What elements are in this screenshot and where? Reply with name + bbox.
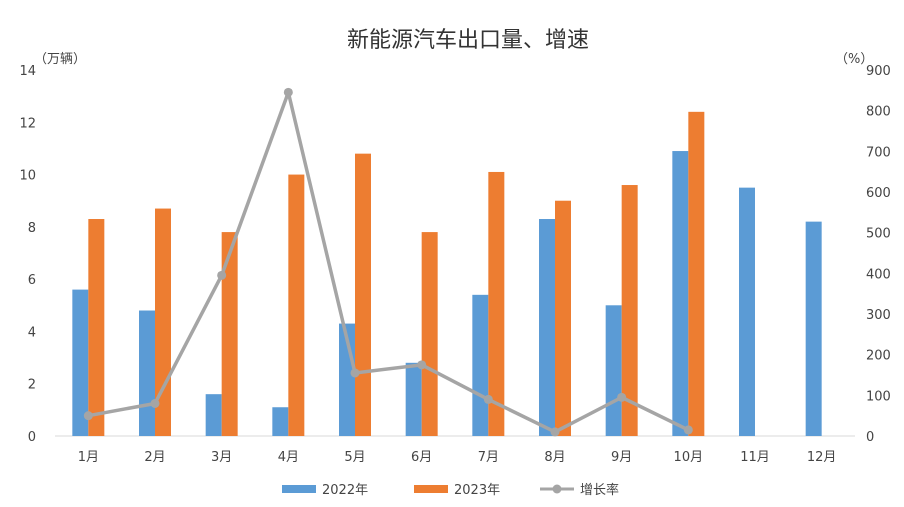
- right-y-tick-label: 500: [866, 227, 891, 242]
- growth-rate-point: [150, 398, 160, 408]
- right-y-tick-label: 300: [866, 308, 891, 323]
- left-y-tick-label: 8: [28, 221, 36, 236]
- bar-2022年: [472, 294, 489, 436]
- bar-2023年: [555, 200, 571, 436]
- bar-2023年: [288, 174, 305, 437]
- axes-group: 0 2 4 6 8 10 12 14 0 100 200 300 400 500 600 700 800 900 1…: [19, 64, 890, 465]
- x-tick-label: 4月: [278, 450, 299, 465]
- bar-2023年: [421, 232, 438, 436]
- bar-2023年: [221, 232, 238, 436]
- growth-rate-line: [88, 90, 690, 434]
- bar-2023年: [488, 171, 505, 436]
- left-y-tick-label: 0: [28, 430, 36, 445]
- legend-swatch-2023年: [414, 485, 448, 493]
- x-tick-label: 1月: [78, 450, 99, 465]
- x-tick-label: 3月: [211, 450, 232, 465]
- line-group: [83, 87, 693, 437]
- left-y-tick-label: 2: [28, 378, 36, 393]
- growth-rate-point: [83, 411, 93, 421]
- legend-swatch-marker: [552, 484, 562, 494]
- bar-2022年: [405, 362, 422, 436]
- left-y-tick-label: 6: [28, 273, 36, 288]
- x-tick-label: 5月: [344, 450, 365, 465]
- x-tick-label: 12月: [807, 450, 837, 465]
- x-tick-label: 10月: [674, 450, 704, 465]
- legend-label: 2023年: [454, 483, 500, 498]
- bars-group: [72, 111, 822, 437]
- bar-2023年: [355, 153, 371, 436]
- right-y-tick-label: 800: [866, 105, 891, 120]
- bar-2022年: [139, 310, 155, 436]
- growth-rate-point: [350, 368, 360, 378]
- legend: 2022年 2023年 增长率: [282, 482, 619, 498]
- x-tick-label: 7月: [478, 450, 499, 465]
- bar-2022年: [72, 289, 89, 436]
- bar-2022年: [272, 407, 289, 436]
- bar-2022年: [805, 221, 822, 436]
- growth-rate-point: [683, 425, 693, 435]
- bar-2022年: [605, 305, 622, 436]
- bar-2022年: [672, 151, 689, 437]
- growth-rate-point: [550, 427, 560, 437]
- x-tick-label: 11月: [740, 450, 770, 465]
- bar-2023年: [688, 111, 705, 436]
- right-y-tick-label: 200: [866, 349, 891, 364]
- right-y-tick-label: 400: [866, 267, 891, 282]
- growth-rate-point: [617, 392, 627, 402]
- growth-rate-point: [483, 394, 493, 404]
- bar-2023年: [88, 219, 105, 436]
- left-y-tick-label: 14: [19, 64, 36, 79]
- left-axis-unit: （万辆）: [34, 52, 86, 67]
- growth-rate-point: [417, 360, 427, 370]
- right-y-tick-label: 600: [866, 186, 891, 201]
- bar-2023年: [621, 185, 638, 436]
- legend-label: 2022年: [322, 483, 368, 498]
- legend-label: 增长率: [580, 482, 619, 498]
- right-y-tick-label: 700: [866, 145, 891, 160]
- legend-swatch-2022年: [282, 485, 316, 493]
- x-tick-label: 2月: [144, 450, 165, 465]
- right-y-tick-label: 100: [866, 389, 891, 404]
- bar-2022年: [205, 394, 222, 436]
- growth-rate-point: [283, 87, 293, 97]
- right-axis-unit: （%）: [835, 52, 873, 67]
- x-tick-label: 9月: [611, 450, 632, 465]
- chart-title: 新能源汽车出口量、增速: [347, 28, 589, 53]
- bar-2022年: [539, 219, 555, 436]
- growth-rate-point: [217, 270, 227, 280]
- x-tick-label: 8月: [544, 450, 565, 465]
- x-tick-label: 6月: [411, 450, 432, 465]
- left-y-tick-label: 10: [19, 169, 36, 184]
- left-y-tick-label: 12: [19, 116, 36, 131]
- right-y-tick-label: 0: [866, 430, 874, 445]
- left-y-tick-label: 4: [28, 325, 36, 340]
- bar-2022年: [739, 187, 755, 436]
- right-y-tick-label: 900: [866, 64, 891, 79]
